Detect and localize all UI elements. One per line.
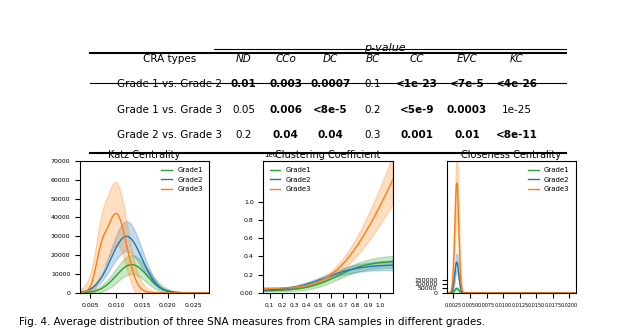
Grade1 — [156, 285, 163, 289]
Grade3 — [339, 263, 346, 266]
Grade2 — [205, 291, 213, 295]
Grade2 — [522, 291, 530, 295]
Grade2 — [260, 288, 268, 292]
Grade1 — [444, 291, 451, 295]
Grade2 — [153, 283, 161, 287]
Grade2 — [553, 291, 561, 295]
Text: Fig. 4. Average distribution of three SNA measures from CRA samples in different: Fig. 4. Average distribution of three SN… — [19, 317, 485, 327]
Grade1 — [553, 291, 561, 295]
Grade3 — [369, 218, 376, 222]
Line: Grade1: Grade1 — [447, 289, 576, 293]
Grade3 — [443, 291, 451, 295]
Grade2 — [520, 291, 528, 295]
Grade1 — [530, 291, 538, 295]
Grade3 — [388, 178, 396, 182]
Text: 1e6: 1e6 — [265, 152, 278, 158]
Grade1 — [443, 291, 451, 295]
Grade2 — [336, 270, 344, 274]
Grade1 — [336, 273, 344, 277]
Grade1 — [194, 291, 202, 295]
Grade1 — [128, 263, 136, 266]
Grade1 — [453, 287, 461, 291]
Grade2 — [530, 291, 538, 295]
Grade3 — [520, 291, 528, 295]
Grade3 — [156, 291, 163, 295]
Grade1 — [337, 272, 344, 276]
Grade3 — [561, 291, 568, 295]
Line: Grade3: Grade3 — [264, 180, 392, 288]
Grade3 — [76, 291, 84, 294]
Grade1 — [153, 283, 161, 287]
Grade3 — [260, 286, 268, 290]
Title: Clustering Coefficient: Clustering Coefficient — [275, 150, 381, 160]
Line: Grade1: Grade1 — [80, 265, 209, 293]
Grade2 — [572, 291, 580, 295]
Grade1 — [260, 289, 268, 293]
Grade1 — [339, 271, 346, 275]
Title: Katz Centrality: Katz Centrality — [108, 150, 180, 160]
Grade1 — [154, 284, 161, 288]
Grade2 — [339, 270, 346, 274]
Grade2 — [186, 291, 193, 295]
Grade3 — [186, 291, 193, 295]
Grade1 — [520, 291, 527, 295]
Grade1 — [77, 291, 84, 295]
Legend: Grade1, Grade2, Grade3: Grade1, Grade2, Grade3 — [267, 164, 314, 195]
Grade2 — [154, 283, 161, 287]
Grade3 — [522, 291, 530, 295]
Grade3 — [153, 291, 161, 295]
Grade2 — [561, 291, 568, 295]
Grade1 — [522, 291, 530, 295]
Grade3 — [154, 291, 161, 295]
Grade3 — [572, 291, 580, 295]
Grade2 — [443, 291, 451, 295]
Grade3 — [520, 291, 527, 295]
Grade3 — [77, 291, 84, 294]
Grade2 — [123, 234, 131, 238]
Grade1 — [260, 289, 268, 293]
Grade2 — [369, 264, 376, 268]
Title: Closeness Centrality: Closeness Centrality — [461, 150, 561, 160]
Grade3 — [194, 291, 202, 295]
Grade2 — [520, 291, 527, 295]
Grade1 — [520, 291, 528, 295]
Line: Grade2: Grade2 — [264, 265, 392, 290]
Grade3 — [377, 203, 385, 207]
Grade3 — [336, 265, 344, 269]
Grade1 — [76, 291, 84, 295]
Grade3 — [205, 291, 213, 295]
Grade2 — [156, 285, 163, 289]
Grade1 — [377, 261, 385, 265]
Grade2 — [77, 290, 84, 294]
Grade1 — [561, 291, 568, 295]
Grade2 — [337, 270, 344, 274]
Grade2 — [444, 291, 451, 295]
Grade2 — [260, 288, 268, 292]
Grade1 — [388, 260, 396, 264]
Line: Grade2: Grade2 — [447, 262, 576, 293]
Legend: Grade1, Grade2, Grade3: Grade1, Grade2, Grade3 — [159, 164, 205, 195]
Grade3 — [553, 291, 561, 295]
Legend: Grade1, Grade2, Grade3: Grade1, Grade2, Grade3 — [525, 164, 573, 195]
Grade2 — [377, 264, 385, 268]
Grade3 — [260, 286, 268, 290]
Line: Grade3: Grade3 — [447, 183, 576, 293]
Grade3 — [453, 181, 461, 185]
Grade3 — [112, 212, 120, 215]
Grade3 — [337, 265, 344, 268]
Grade1 — [369, 262, 376, 266]
Line: Grade3: Grade3 — [80, 214, 209, 293]
Text: p-value: p-value — [364, 43, 406, 53]
Line: Grade1: Grade1 — [264, 262, 392, 291]
Grade3 — [444, 291, 451, 295]
Grade1 — [572, 291, 580, 295]
Grade1 — [205, 291, 213, 295]
Grade3 — [530, 291, 538, 295]
Grade1 — [186, 291, 193, 295]
Grade2 — [76, 290, 84, 294]
Grade2 — [194, 291, 202, 295]
Grade2 — [388, 263, 396, 267]
Grade2 — [453, 260, 461, 264]
Line: Grade2: Grade2 — [80, 236, 209, 293]
